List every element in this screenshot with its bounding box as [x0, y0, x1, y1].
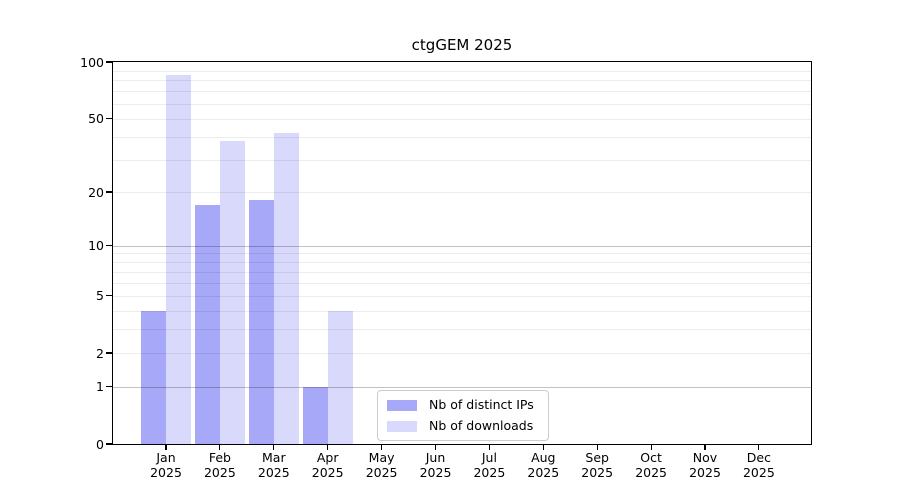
legend-item-distinct-ips: Nb of distinct IPs [387, 398, 539, 412]
x-tick-label-mar: Mar 2025 [257, 450, 290, 480]
gridline-minor-9 [113, 253, 811, 255]
x-tick-mark-dec [758, 445, 760, 450]
gridline-major-1 [113, 386, 811, 388]
legend-label-downloads: Nb of downloads [429, 418, 534, 433]
gridline-minor-70 [113, 91, 811, 93]
gridline-minor-4 [113, 310, 811, 312]
x-tick-label-sep: Sep 2025 [581, 450, 614, 480]
gridline-minor-6 [113, 282, 811, 284]
x-tick-label-feb: Feb 2025 [203, 450, 236, 480]
y-tick-mark-1 [106, 386, 113, 388]
gridline-minor-90 [113, 70, 811, 72]
legend: Nb of distinct IPs Nb of downloads [377, 390, 549, 441]
bar-downloads-mar [273, 132, 299, 444]
x-tick-mark-nov [704, 445, 706, 450]
x-tick-label-jul: Jul 2025 [473, 450, 506, 480]
y-tick-label-0: 0 [96, 436, 104, 452]
x-tick-mark-may [381, 445, 383, 450]
x-tick-mark-feb [219, 445, 221, 450]
gridline-minor-2 [113, 353, 811, 355]
y-tick-mark-50 [106, 117, 113, 120]
x-tick-mark-jan [165, 445, 167, 450]
y-tick-mark-100 [106, 61, 113, 63]
y-tick-label-20: 20 [88, 184, 104, 200]
y-tick-label-100: 100 [80, 54, 104, 70]
chart-title: ctgGEM 2025 [411, 36, 513, 54]
x-tick-label-may: May 2025 [365, 450, 398, 480]
bar-distinct-ips-mar [248, 200, 274, 444]
gridline-minor-20 [113, 192, 811, 193]
bar-downloads-apr [327, 310, 353, 444]
bar-distinct-ips-feb [194, 204, 220, 444]
x-tick-label-jun: Jun 2025 [419, 450, 452, 480]
x-tick-mark-apr [327, 445, 329, 450]
bar-distinct-ips-apr [302, 386, 328, 444]
y-tick-label-2: 2 [96, 345, 104, 361]
y-tick-mark-10 [106, 244, 113, 247]
gridline-minor-5 [113, 295, 811, 297]
x-tick-label-oct: Oct 2025 [635, 450, 667, 480]
x-tick-label-nov: Nov 2025 [689, 450, 721, 480]
y-tick-label-50: 50 [88, 111, 104, 127]
gridline-minor-30 [113, 159, 811, 161]
y-tick-mark-5 [106, 295, 113, 297]
x-tick-mark-aug [542, 445, 544, 450]
y-tick-mark-20 [106, 191, 113, 193]
legend-swatch-distinct-ips [387, 399, 417, 411]
gridline-minor-80 [113, 80, 811, 82]
x-tick-mark-oct [650, 445, 652, 450]
legend-item-downloads: Nb of downloads [387, 419, 539, 433]
bar-distinct-ips-jan [141, 310, 166, 444]
gridline-minor-7 [113, 271, 811, 273]
x-tick-label-dec: Dec 2025 [742, 450, 775, 480]
gridline-minor-3 [113, 329, 811, 331]
x-tick-label-jan: Jan 2025 [150, 450, 182, 480]
y-tick-label-5: 5 [96, 288, 104, 304]
y-tick-mark-2 [106, 352, 113, 354]
gridline-minor-40 [113, 136, 811, 138]
legend-swatch-downloads [387, 420, 417, 432]
x-tick-mark-mar [273, 445, 275, 450]
y-tick-label-1: 1 [96, 379, 104, 395]
y-tick-label-10: 10 [88, 238, 104, 254]
x-tick-label-apr: Apr 2025 [311, 450, 344, 480]
legend-label-distinct-ips: Nb of distinct IPs [429, 397, 534, 412]
x-tick-mark-sep [596, 445, 598, 450]
plot-area: Nb of distinct IPs Nb of downloads [112, 61, 812, 445]
bar-downloads-feb [219, 140, 245, 444]
gridline-minor-50 [113, 118, 811, 120]
gridline-minor-8 [113, 262, 811, 264]
y-tick-mark-0 [106, 443, 113, 445]
x-tick-mark-jun [434, 445, 437, 450]
gridline-minor-60 [113, 103, 811, 105]
gridline-major-10 [113, 245, 811, 247]
bar-downloads-jan [166, 75, 191, 444]
x-tick-mark-jul [488, 445, 490, 450]
x-tick-label-aug: Aug 2025 [527, 450, 560, 480]
